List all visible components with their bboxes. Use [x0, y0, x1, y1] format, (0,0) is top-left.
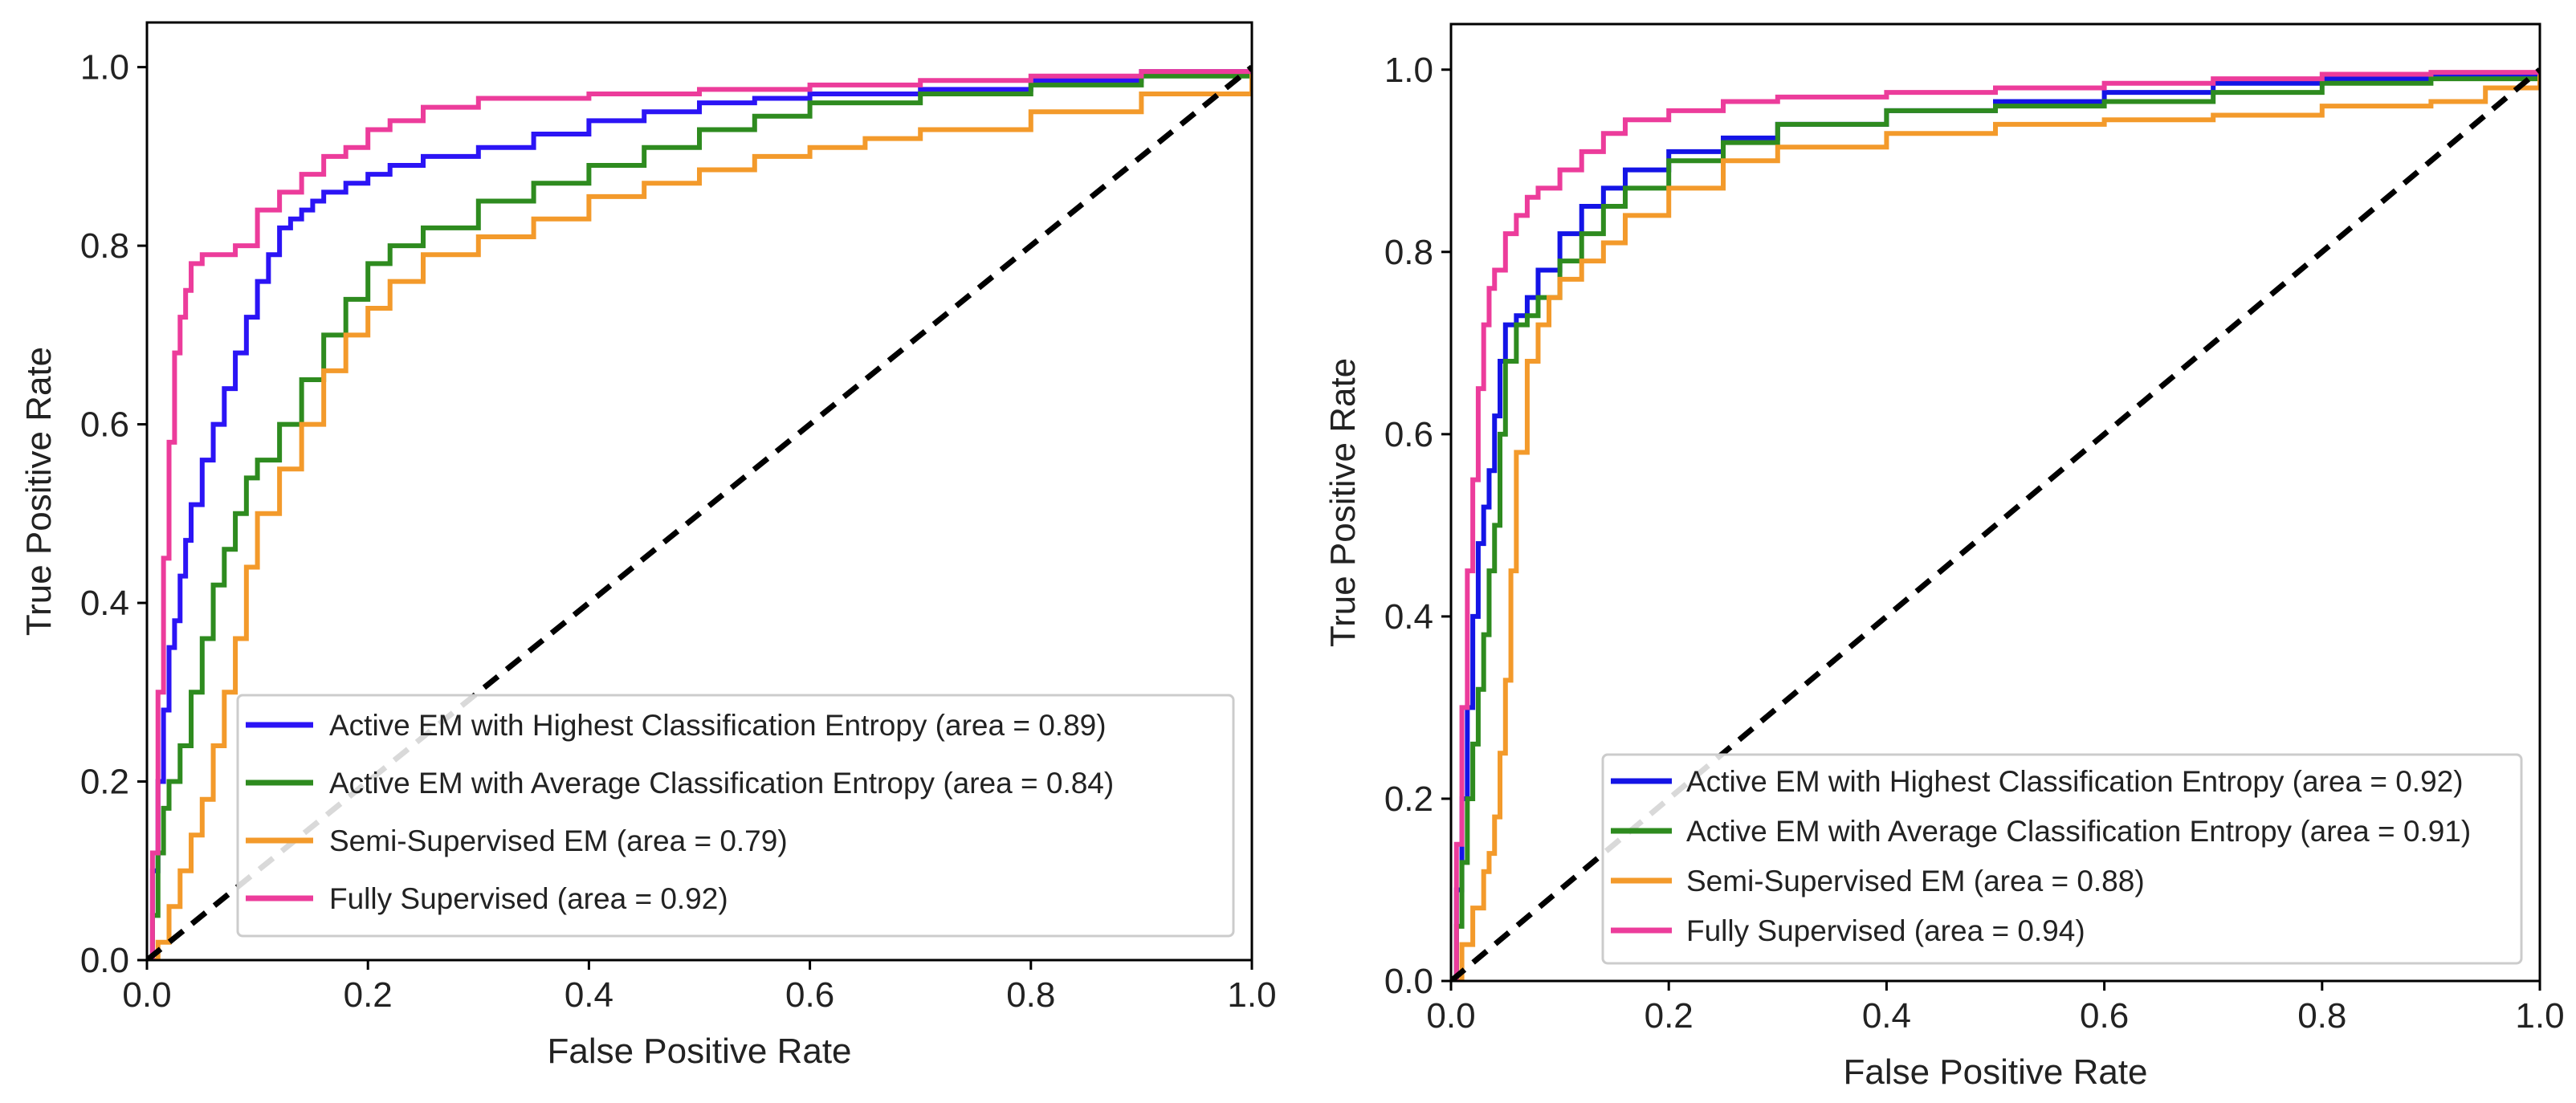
x-tick-label: 0.4 — [565, 975, 613, 1015]
chart-panel-1: 0.0 0.2 0.4 0.6 0.8 1.0 0.0 0.2 0.4 0.6 0.8 1.0 Fals… — [19, 21, 1277, 1071]
x-tick-label: 0.2 — [1645, 996, 1694, 1036]
x-tick-label: 0.8 — [1006, 975, 1055, 1015]
x-axis-label: False Positive Rate — [1843, 1052, 2147, 1092]
x-tick-label: 1.0 — [1227, 975, 1276, 1015]
legend: Active EM with Highest Classification En… — [1601, 753, 2523, 965]
x-tick-label: 0.8 — [2297, 996, 2346, 1036]
y-tick-label: 0.6 — [80, 405, 129, 445]
y-axis-label: True Positive Rate — [19, 347, 59, 636]
y-tick-label: 1.0 — [80, 48, 129, 88]
y-tick-label: 0.0 — [80, 941, 129, 980]
roc-line-series-1 — [147, 67, 1252, 960]
roc-line-series-4 — [1451, 69, 2540, 981]
legend-entry: Semi-Supervised EM (area = 0.88) — [1686, 865, 2145, 897]
roc-line-series-3 — [1451, 69, 2540, 981]
y-tick-label: 1.0 — [1384, 51, 1433, 90]
roc-line-series-3 — [147, 67, 1252, 960]
plot-frame — [1449, 22, 2541, 983]
roc-line-series-2 — [147, 67, 1252, 960]
y-tick-label: 0.8 — [1384, 233, 1433, 272]
y-tick-label: 0.6 — [1384, 415, 1433, 454]
y-tick-label: 0.2 — [80, 763, 129, 802]
plot-frame — [145, 21, 1253, 962]
legend-entry: Active EM with Highest Classification En… — [1686, 765, 2464, 798]
y-tick-label: 0.4 — [80, 584, 129, 623]
y-tick-label: 0.8 — [80, 226, 129, 266]
legend-box — [236, 694, 1235, 938]
y-tick-label: 0.0 — [1384, 962, 1433, 1001]
legend-entry: Active EM with Highest Classification En… — [329, 709, 1107, 742]
x-tick-label: 0.6 — [785, 975, 834, 1015]
x-tick-label: 0.0 — [1426, 996, 1475, 1036]
x-tick-label: 0.2 — [344, 975, 393, 1015]
chart-panel-2: 0.0 0.2 0.4 0.6 0.8 1.0 0.0 0.2 0.4 0.6 0.8 1.0 Fals… — [1323, 22, 2565, 1092]
legend-entry: Fully Supervised (area = 0.92) — [329, 882, 728, 915]
legend-entry: Semi-Supervised EM (area = 0.79) — [329, 824, 788, 857]
x-tick-label: 1.0 — [2515, 996, 2564, 1036]
legend-entry: Active EM with Average Classification En… — [1686, 815, 2471, 848]
x-tick-label: 0.0 — [122, 975, 171, 1015]
roc-line-series-4 — [147, 67, 1252, 960]
y-tick-label: 0.2 — [1384, 779, 1433, 819]
x-tick-label: 0.6 — [2080, 996, 2129, 1036]
legend-box — [1601, 753, 2523, 965]
legend-entry: Active EM with Average Classification En… — [329, 767, 1114, 800]
x-axis-label: False Positive Rate — [547, 1032, 851, 1071]
y-axis-label: True Positive Rate — [1323, 358, 1363, 647]
legend: Active EM with Highest Classification En… — [236, 694, 1235, 938]
y-tick-label: 0.4 — [1384, 597, 1433, 637]
x-tick-label: 0.4 — [1862, 996, 1911, 1036]
legend-entry: Fully Supervised (area = 0.94) — [1686, 914, 2085, 947]
